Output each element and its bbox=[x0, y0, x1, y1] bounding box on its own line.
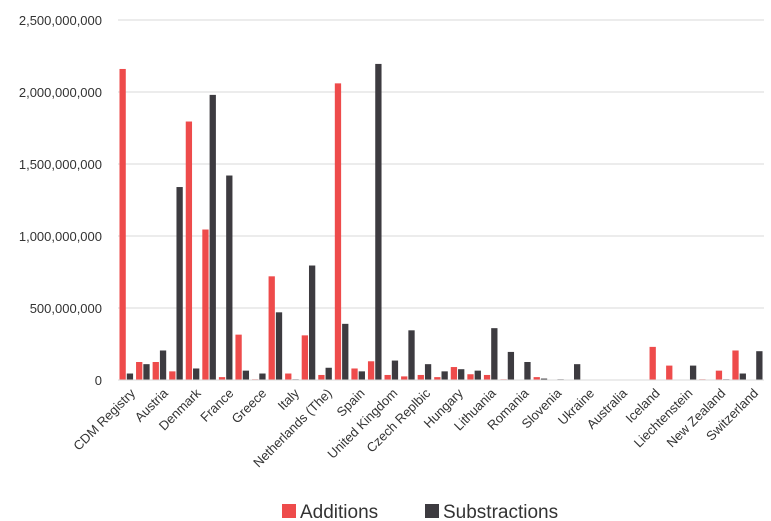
legend-label-additions: Additions bbox=[300, 502, 378, 521]
bar-substractions-5 bbox=[209, 94, 216, 380]
bar-additions-22 bbox=[483, 374, 491, 380]
bar-substractions-38 bbox=[756, 351, 763, 380]
bar-additions-17 bbox=[401, 376, 408, 380]
bar-substractions-14 bbox=[358, 371, 365, 380]
bar-additions-18 bbox=[417, 374, 424, 380]
y-tick-label: 2,500,000,000 bbox=[19, 13, 102, 28]
category-label: Italy bbox=[275, 385, 303, 413]
category-label: Greece bbox=[229, 386, 270, 427]
bar-additions-33 bbox=[666, 365, 673, 380]
bar-substractions-9 bbox=[275, 312, 283, 380]
bar-additions-7 bbox=[235, 334, 242, 380]
bar-substractions-2 bbox=[159, 350, 167, 380]
bar-substractions-8 bbox=[259, 373, 266, 380]
bar-additions-16 bbox=[384, 374, 391, 380]
legend-label-substractions: Substractions bbox=[443, 502, 558, 521]
bar-substractions-27 bbox=[574, 364, 581, 380]
bar-additions-32 bbox=[649, 346, 656, 380]
bar-additions-11 bbox=[301, 335, 308, 380]
gridlines bbox=[118, 19, 764, 309]
bar-substractions-4 bbox=[193, 368, 200, 380]
bar-additions-15 bbox=[367, 361, 375, 380]
bar-additions-25 bbox=[533, 377, 540, 380]
bar-additions-9 bbox=[268, 276, 275, 380]
bar-substractions-37 bbox=[739, 373, 746, 380]
y-tick-label: 1,500,000,000 bbox=[19, 157, 102, 172]
bar-substractions-1 bbox=[143, 364, 150, 380]
bar-additions-6 bbox=[218, 377, 226, 380]
bar-substractions-23 bbox=[507, 351, 515, 380]
bar-substractions-17 bbox=[408, 330, 415, 380]
bar-substractions-6 bbox=[226, 175, 233, 380]
bar-substractions-12 bbox=[325, 367, 332, 380]
bar-substractions-0 bbox=[126, 373, 134, 380]
bar-substractions-22 bbox=[491, 328, 498, 380]
bar-additions-2 bbox=[152, 362, 159, 380]
bar-substractions-34 bbox=[689, 365, 697, 380]
y-tick-label: 2,000,000,000 bbox=[19, 85, 102, 100]
bar-additions-36 bbox=[715, 370, 723, 380]
bar-additions-10 bbox=[285, 373, 292, 380]
bar-additions-14 bbox=[351, 368, 358, 380]
bar-additions-20 bbox=[450, 367, 458, 380]
bar-substractions-20 bbox=[458, 369, 465, 380]
y-tick-label: 500,000,000 bbox=[30, 301, 102, 316]
bar-additions-0 bbox=[119, 68, 126, 381]
bar-substractions-19 bbox=[441, 371, 448, 380]
bar-additions-1 bbox=[136, 362, 143, 380]
bar-substractions-16 bbox=[391, 360, 399, 380]
bar-substractions-3 bbox=[176, 187, 183, 380]
bar-substractions-24 bbox=[524, 362, 531, 380]
legend: Additions Substractions bbox=[282, 502, 558, 521]
bar-substractions-7 bbox=[242, 370, 250, 380]
category-label: CDM Registry bbox=[70, 385, 138, 453]
legend-swatch-additions bbox=[282, 504, 296, 518]
legend-swatch-substractions bbox=[425, 504, 439, 518]
bar-substractions-18 bbox=[424, 364, 432, 380]
bar-additions-4 bbox=[185, 121, 193, 381]
y-axis-tick-labels: 0 500,000,000 1,000,000,000 1,500,000,000 2,… bbox=[19, 13, 102, 388]
bar-additions-12 bbox=[318, 374, 325, 380]
bar-additions-3 bbox=[169, 371, 176, 380]
bar-additions-37 bbox=[732, 350, 739, 380]
y-tick-label: 0 bbox=[95, 373, 102, 388]
bars bbox=[119, 63, 763, 381]
bar-additions-19 bbox=[434, 377, 441, 380]
bar-additions-13 bbox=[334, 83, 342, 381]
bar-substractions-13 bbox=[342, 323, 349, 380]
bar-substractions-15 bbox=[375, 63, 382, 381]
bar-substractions-11 bbox=[308, 265, 316, 380]
bar-substractions-21 bbox=[474, 370, 481, 380]
bar-substractions-25 bbox=[540, 378, 548, 380]
bar-additions-21 bbox=[467, 374, 474, 380]
bar-additions-5 bbox=[202, 229, 209, 380]
y-tick-label: 1,000,000,000 bbox=[19, 229, 102, 244]
